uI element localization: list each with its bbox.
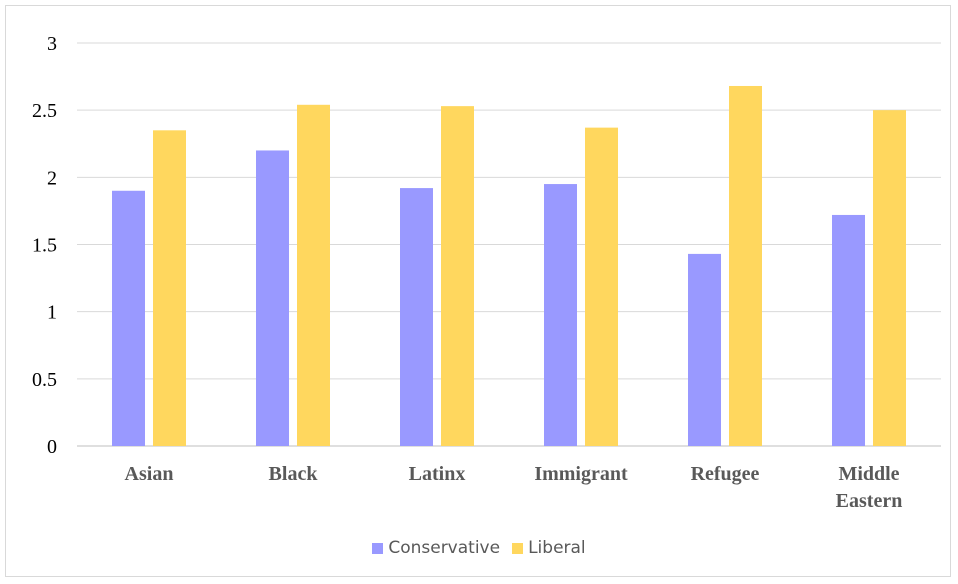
gridlines (77, 42, 941, 447)
legend: Conservative Liberal (0, 538, 958, 558)
x-tick-label: Latinx (409, 463, 466, 485)
bar-liberal-asian (153, 130, 186, 447)
y-tick-label: 0 (47, 436, 57, 458)
bar-conservative-black (256, 150, 289, 446)
bar-conservative-middle-eastern (832, 214, 865, 446)
y-tick-label: 2.5 (32, 100, 57, 122)
y-tick-label: 1 (47, 302, 57, 324)
x-tick-label: Refugee (691, 463, 760, 485)
x-tick-label: Immigrant (534, 463, 628, 485)
y-tick-label: 1.5 (32, 235, 57, 257)
legend-label-conservative: Conservative (388, 538, 501, 558)
bar-conservative-refugee (688, 253, 721, 446)
bar-conservative-latinx (400, 188, 433, 446)
x-tick-label: Middle (838, 463, 899, 485)
bar-liberal-refugee (729, 85, 762, 446)
y-axis-tick-labels: 0 0.5 1 1.5 2 2.5 3 (32, 33, 57, 458)
legend-swatch-conservative (372, 542, 384, 554)
x-axis-tick-labels: Asian Black Latinx Immigrant Refugee Middle Ea… (125, 463, 903, 512)
bar-liberal-middle-eastern (873, 110, 906, 447)
x-tick-label: Eastern (836, 490, 903, 512)
y-tick-label: 0.5 (32, 369, 57, 391)
x-tick-label: Black (269, 463, 319, 485)
bar-liberal-immigrant (585, 127, 618, 446)
legend-swatch-liberal (512, 542, 524, 554)
bar-conservative-asian (112, 190, 145, 446)
y-tick-label: 3 (47, 33, 57, 55)
legend-item-liberal: Liberal (512, 538, 586, 558)
bars (112, 85, 906, 447)
y-tick-label: 2 (47, 167, 57, 189)
x-tick-label: Asian (125, 463, 174, 485)
legend-label-liberal: Liberal (528, 538, 586, 558)
bar-liberal-black (297, 104, 330, 446)
legend-item-conservative: Conservative (372, 538, 500, 558)
bar-conservative-immigrant (544, 184, 577, 447)
bar-liberal-latinx (441, 106, 474, 447)
